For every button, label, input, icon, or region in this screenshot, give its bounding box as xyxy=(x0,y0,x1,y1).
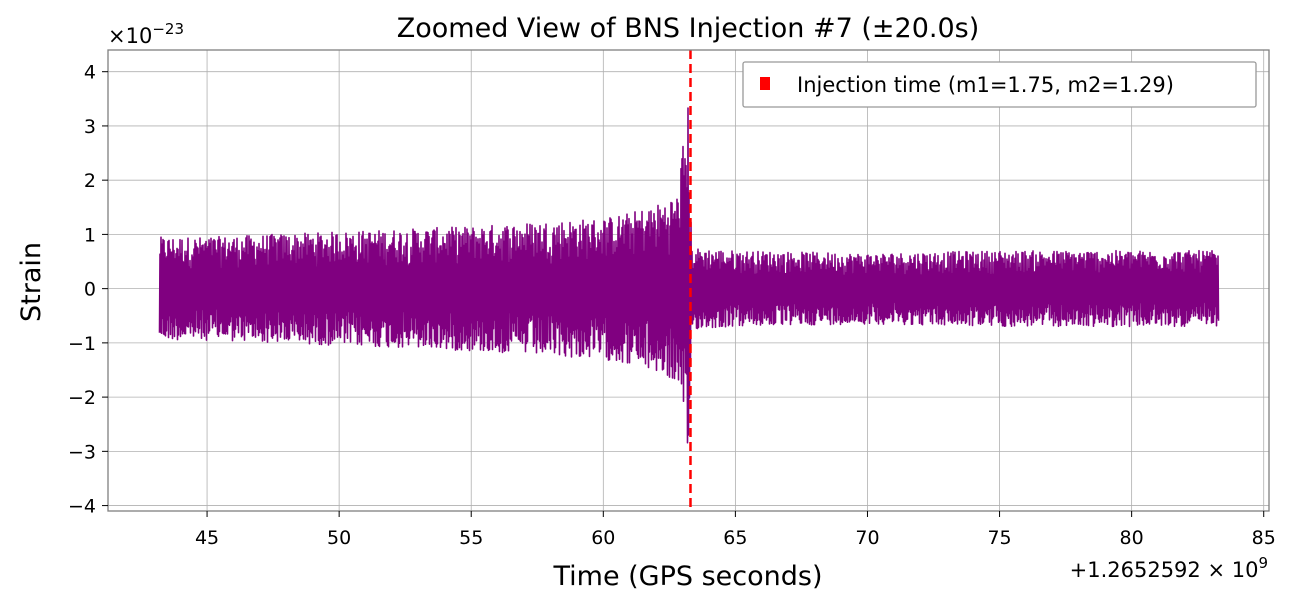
x-offset-base: +1.2652592 × 10 xyxy=(1070,558,1259,582)
x-tick-label: 60 xyxy=(591,527,615,549)
chart-title: Zoomed View of BNS Injection #7 (±20.0s) xyxy=(397,13,979,44)
y-tick-label: −1 xyxy=(68,333,96,355)
x-tick-label: 80 xyxy=(1120,527,1144,549)
y-tick-label: −4 xyxy=(68,496,96,518)
x-offset-label: +1.2652592 × 109 xyxy=(1070,554,1268,582)
strain-trace xyxy=(158,107,1220,444)
y-tick-label: 1 xyxy=(84,224,96,246)
y-axis-label: Strain xyxy=(16,242,47,322)
y-tick-label: −3 xyxy=(68,441,96,463)
x-tick-label: 75 xyxy=(987,527,1011,549)
x-tick-label: 55 xyxy=(459,527,483,549)
legend-marker xyxy=(760,77,770,90)
y-tick-label: 2 xyxy=(84,170,96,192)
x-tick-label: 70 xyxy=(855,527,879,549)
y-scale-factor: ×10−23 xyxy=(108,20,184,48)
x-axis-label: Time (GPS seconds) xyxy=(552,561,822,592)
x-axis-ticks: 45 50 55 60 65 70 75 80 85 xyxy=(195,511,1276,549)
legend-box xyxy=(742,61,1257,108)
y-tick-label: 0 xyxy=(84,279,96,301)
x-tick-label: 45 xyxy=(195,527,219,549)
x-tick-label: 50 xyxy=(327,527,351,549)
y-tick-label: −2 xyxy=(68,387,96,409)
x-tick-label: 65 xyxy=(723,527,747,549)
plot-frame xyxy=(107,49,1270,512)
legend: Injection time (m1=1.75, m2=1.29) xyxy=(742,61,1257,108)
y-axis-ticks: −4 −3 −2 −1 0 1 2 3 4 xyxy=(68,62,108,518)
y-scale-exponent: −23 xyxy=(152,20,184,38)
x-offset-exponent: 9 xyxy=(1258,554,1268,572)
y-tick-label: 4 xyxy=(84,62,96,84)
x-tick-label: 85 xyxy=(1252,527,1276,549)
y-scale-base: ×10 xyxy=(108,24,152,48)
legend-label: Injection time (m1=1.75, m2=1.29) xyxy=(797,73,1174,97)
y-tick-label: 3 xyxy=(84,116,96,138)
